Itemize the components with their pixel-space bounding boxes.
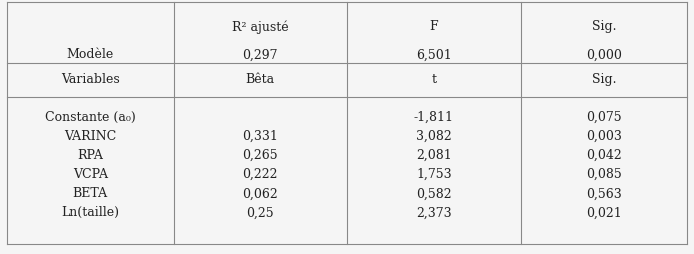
Text: Ln(taille): Ln(taille): [61, 206, 119, 218]
Text: 1,753: 1,753: [416, 168, 452, 180]
Text: F: F: [430, 20, 438, 33]
Text: 6,501: 6,501: [416, 48, 452, 61]
Text: Variables: Variables: [61, 72, 119, 85]
Text: Modèle: Modèle: [67, 48, 114, 61]
Text: 0,003: 0,003: [586, 130, 622, 142]
Text: 0,042: 0,042: [586, 149, 622, 161]
Text: 2,081: 2,081: [416, 149, 452, 161]
Text: 0,563: 0,563: [586, 187, 622, 199]
Text: Constante (a₀): Constante (a₀): [45, 110, 135, 123]
Text: 0,222: 0,222: [242, 168, 278, 180]
Text: 0,331: 0,331: [242, 130, 278, 142]
Text: 0,000: 0,000: [586, 48, 622, 61]
Text: BETA: BETA: [73, 187, 108, 199]
Text: 0,021: 0,021: [586, 206, 622, 218]
Text: -1,811: -1,811: [414, 110, 454, 123]
Text: 0,062: 0,062: [242, 187, 278, 199]
Text: 2,373: 2,373: [416, 206, 452, 218]
Text: 0,582: 0,582: [416, 187, 452, 199]
Text: Sig.: Sig.: [591, 20, 616, 33]
Text: 0,265: 0,265: [242, 149, 278, 161]
Text: VCPA: VCPA: [73, 168, 108, 180]
Text: Sig.: Sig.: [591, 72, 616, 85]
Text: 0,075: 0,075: [586, 110, 622, 123]
Text: t: t: [431, 72, 437, 85]
Text: R² ajusté: R² ajusté: [232, 20, 289, 33]
Text: 0,297: 0,297: [242, 48, 278, 61]
Text: 3,082: 3,082: [416, 130, 452, 142]
Text: 0,085: 0,085: [586, 168, 622, 180]
Text: VARINC: VARINC: [64, 130, 117, 142]
Text: 0,25: 0,25: [246, 206, 274, 218]
Text: RPA: RPA: [77, 149, 103, 161]
Text: Bêta: Bêta: [246, 72, 275, 85]
